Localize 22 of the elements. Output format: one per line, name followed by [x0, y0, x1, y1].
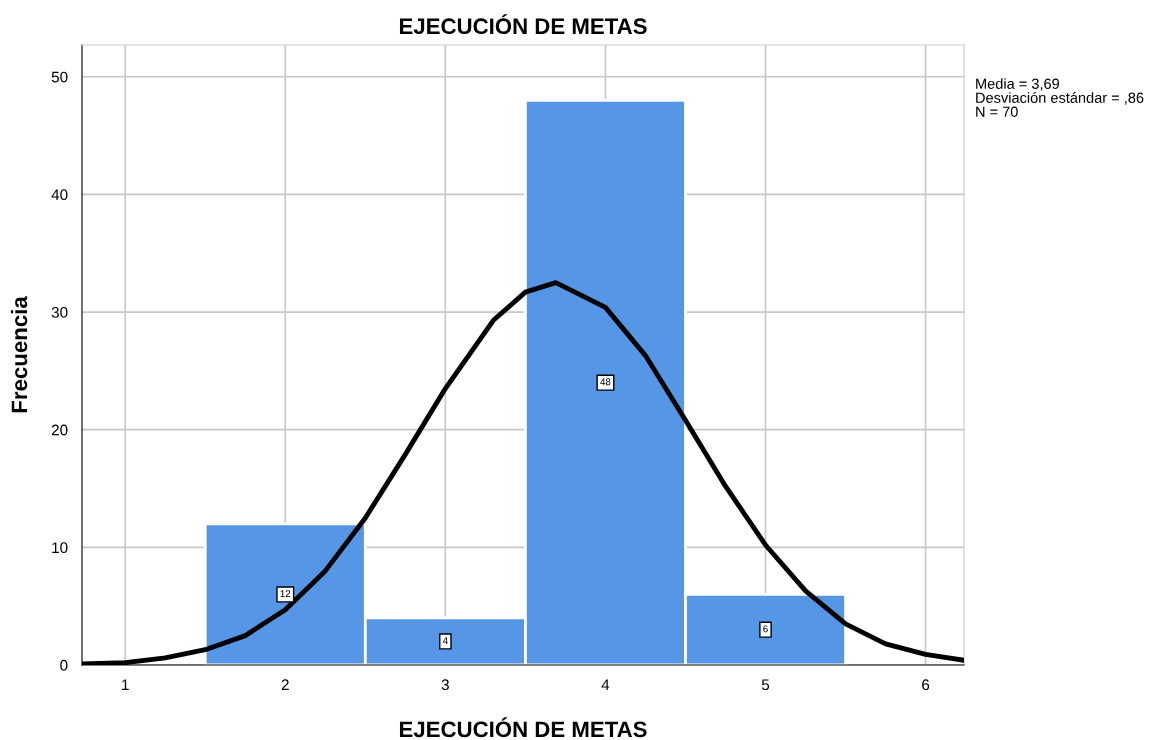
y-tick-label: 40 — [51, 189, 68, 201]
x-tick-label: 4 — [601, 679, 610, 690]
x-tick-label: 3 — [441, 679, 449, 691]
data-label: 12 — [280, 590, 291, 597]
data-label: 6 — [763, 625, 768, 633]
x-tick-label: 5 — [761, 679, 770, 691]
x-tick-label: 2 — [281, 679, 289, 690]
y-tick-label: 20 — [51, 424, 68, 436]
y-tick-label: 30 — [51, 306, 68, 318]
x-tick-label: 1 — [122, 679, 129, 690]
text: N = 70 — [976, 106, 1018, 117]
data-label: 4 — [442, 637, 448, 644]
y-tick-label: 50 — [51, 71, 68, 83]
text: Desviación estándar = ,86 — [976, 92, 1144, 105]
text: Media = 3,69 — [976, 78, 1060, 91]
x-tick-label: 6 — [922, 679, 930, 691]
y-tick-label: 0 — [60, 659, 68, 671]
y-axis-title: Frecuencia — [10, 296, 28, 413]
x-axis-title: EJECUCIÓN DE METAS — [399, 717, 647, 738]
data-label: 48 — [600, 378, 611, 386]
y-tick-label: 10 — [52, 542, 68, 554]
chart-title: EJECUCIÓN DE METAS — [399, 14, 647, 35]
